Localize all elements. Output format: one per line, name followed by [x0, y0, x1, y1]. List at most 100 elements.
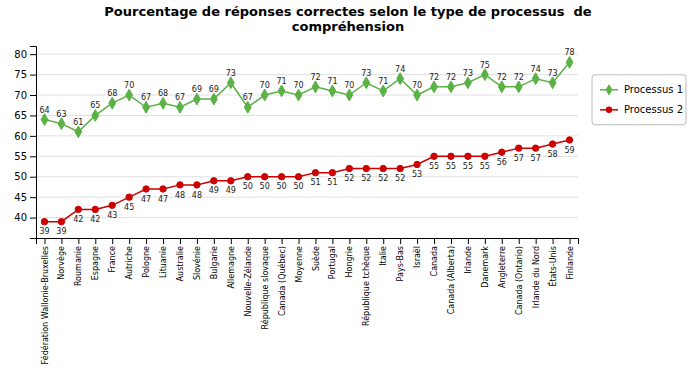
x-tick-label: Israël: [413, 246, 422, 268]
x-tick-mark: [332, 238, 333, 244]
data-label: 73: [361, 69, 371, 78]
x-tick-mark: [197, 238, 198, 244]
series-marker: [431, 81, 438, 93]
y-tick: 70: [14, 90, 36, 101]
data-label: 42: [73, 215, 83, 224]
data-label: 72: [446, 73, 456, 82]
series-marker: [532, 73, 539, 85]
y-tick-mark: [30, 54, 36, 55]
series-marker: [75, 126, 82, 138]
series-marker: [380, 165, 386, 171]
x-tick-mark: [502, 238, 503, 244]
x-tick-label: Autriche: [125, 246, 134, 280]
series-marker: [143, 101, 150, 113]
data-label: 71: [277, 77, 287, 86]
data-label: 48: [175, 191, 185, 200]
data-label: 51: [310, 178, 320, 187]
data-label: 74: [395, 65, 405, 74]
data-label: 70: [412, 81, 422, 90]
series-marker: [160, 186, 166, 192]
x-tick: Australie: [176, 238, 185, 281]
legend-symbol: [606, 107, 612, 113]
x-tick-label: Bulgarie: [210, 246, 219, 279]
data-label: 50: [260, 182, 270, 191]
grid-line: [36, 197, 578, 198]
x-tick-label: Allemagne: [227, 246, 236, 289]
x-tick-label: Canada (Québec): [277, 246, 287, 316]
x-tick-mark: [265, 238, 266, 244]
series-marker: [414, 161, 420, 167]
data-label: 69: [209, 85, 219, 94]
y-tick-label: 70: [14, 90, 27, 101]
series-marker: [211, 178, 217, 184]
series-marker: [431, 153, 437, 159]
series-marker: [312, 81, 319, 93]
series-marker: [41, 218, 47, 224]
data-labels: 6463616568706768676969736770717072717073…: [39, 48, 574, 236]
x-tick-label: Nouvelle-Zélande: [243, 246, 253, 317]
series-marker: [58, 118, 65, 130]
data-label: 71: [327, 77, 337, 86]
y-tick-label: 80: [14, 49, 27, 60]
x-tick-mark: [400, 238, 401, 244]
grid-line: [36, 54, 578, 55]
series-marker: [109, 97, 116, 109]
x-tick: Norvège: [56, 238, 66, 280]
x-tick-label: Norvège: [56, 246, 66, 280]
y-tick: 40: [14, 212, 36, 223]
x-tick-label: États-Unis: [547, 246, 558, 287]
x-tick-mark: [180, 238, 181, 244]
y-tick-mark: [30, 218, 36, 219]
series-marker: [482, 153, 488, 159]
grid-line: [36, 115, 578, 116]
data-label: 55: [463, 162, 473, 171]
series-marker: [499, 149, 505, 155]
x-tick: Fédération Wallonie-Bruxelles: [40, 238, 50, 364]
x-tick-label: République slovaque: [260, 246, 270, 329]
data-label: 73: [548, 69, 558, 78]
y-tick: 50: [14, 171, 36, 182]
data-label: 49: [226, 186, 236, 195]
y-tick-label: 75: [14, 69, 27, 80]
x-tick: République tchèque: [361, 238, 371, 326]
x-tick-label: Hongrie: [345, 246, 354, 278]
series-marker: [397, 73, 404, 85]
data-label: 53: [412, 170, 422, 179]
x-tick: Lituanie: [159, 238, 168, 278]
x-tick-mark: [536, 238, 537, 244]
x-tick-label: Canada: [430, 246, 439, 277]
series-marker: [92, 110, 99, 122]
legend-label: Processus 2: [624, 104, 683, 115]
y-tick-mark: [30, 75, 36, 76]
series-marker: [244, 101, 251, 113]
legend-box: [592, 75, 686, 125]
series-marker: [448, 153, 454, 159]
y-tick: 60: [14, 131, 36, 142]
data-label: 50: [277, 182, 287, 191]
x-tick-mark: [366, 238, 367, 244]
data-label: 52: [378, 174, 388, 183]
grid-line: [36, 176, 578, 177]
data-label: 55: [446, 162, 456, 171]
data-label: 72: [497, 73, 507, 82]
data-label: 57: [514, 154, 524, 163]
x-axis-line: [37, 239, 579, 245]
plot: 404550556065707580Fédération Wallonie-Br…: [14, 47, 686, 365]
x-tick-mark: [519, 238, 520, 244]
series-marker: [465, 77, 472, 89]
x-tick-mark: [383, 238, 384, 244]
data-label: 52: [395, 174, 405, 183]
series-marker: [75, 206, 81, 212]
series-marker: [363, 165, 369, 171]
x-tick-label: Irlande: [464, 246, 473, 274]
y-axis: 404550556065707580: [14, 47, 36, 239]
y-tick: 55: [14, 151, 36, 162]
x-tick: République slovaque: [260, 238, 270, 329]
data-label: 45: [124, 203, 134, 212]
series-marker: [532, 145, 538, 151]
legend: Processus 1Processus 2: [592, 75, 686, 125]
x-tick-label: Espagne: [91, 246, 100, 280]
x-tick-label: Canada (Ontario): [515, 246, 524, 315]
data-label: 55: [429, 162, 439, 171]
x-tick: Nouvelle-Zélande: [243, 238, 253, 316]
